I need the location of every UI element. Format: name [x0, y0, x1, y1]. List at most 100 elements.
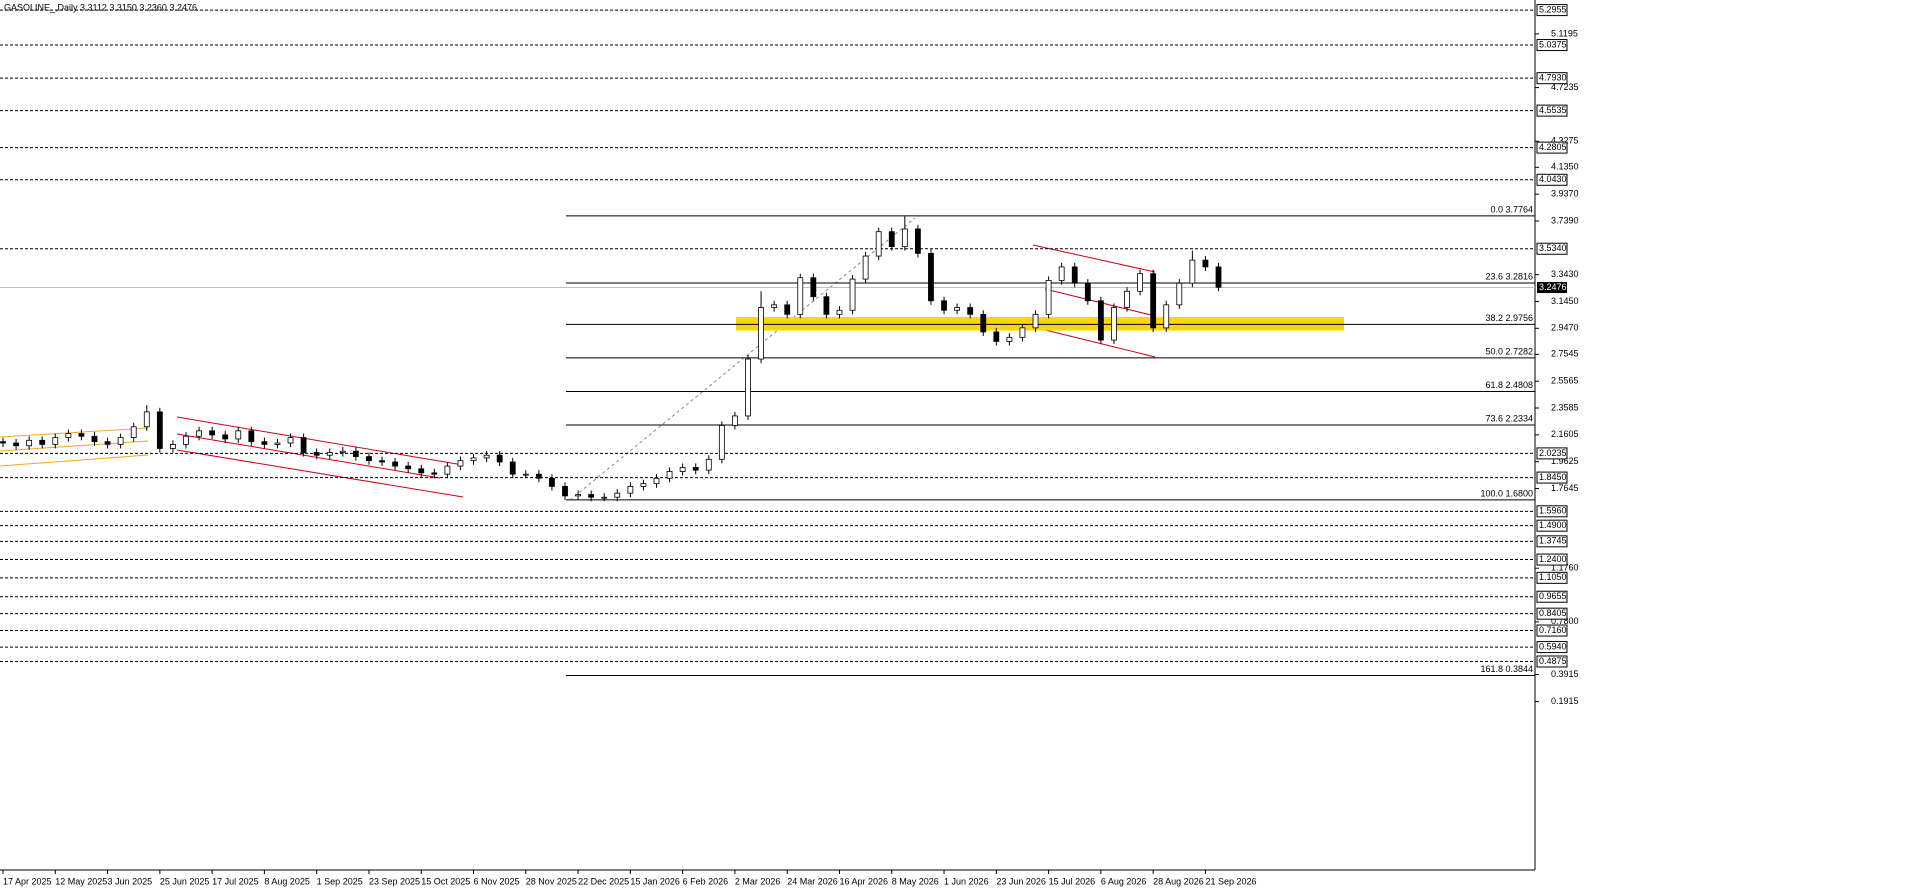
- x-tick-label: 16 Apr 2026: [839, 876, 888, 886]
- candle-body: [483, 454, 490, 459]
- candle-body: [1137, 273, 1143, 292]
- candle-body: [1111, 307, 1117, 341]
- level-label: 1.3745: [1539, 536, 1567, 546]
- candle-body: [222, 434, 229, 440]
- candle-body: [444, 465, 451, 475]
- candle-body: [588, 494, 595, 498]
- candle-body: [326, 452, 333, 456]
- y-tick-label: 4.1350: [1551, 162, 1579, 172]
- candle-body: [1019, 327, 1026, 338]
- x-tick-label: 15 Jul 2026: [1049, 876, 1096, 886]
- candle-body: [274, 442, 281, 445]
- level-box: [1536, 505, 1568, 518]
- chart-title: GASOLINE_,Daily 3.3112 3.3150 3.2360 3.2…: [4, 2, 197, 12]
- candle-body: [235, 430, 242, 440]
- candle-body: [170, 443, 176, 449]
- x-tick-label: 8 May 2026: [892, 876, 939, 886]
- candle-body: [732, 415, 738, 426]
- candle-body: [13, 442, 19, 447]
- candle-body: [1215, 266, 1222, 288]
- y-tick-label: 2.5565: [1551, 376, 1579, 386]
- channel-line: [0, 427, 149, 438]
- candle-body: [535, 473, 542, 479]
- candle-body: [980, 313, 987, 333]
- candle-body: [1071, 266, 1078, 284]
- level-label: 4.5535: [1539, 105, 1567, 115]
- candle-body: [875, 231, 882, 257]
- x-tick-label: 6 Feb 2026: [683, 876, 729, 886]
- candle-body: [156, 411, 163, 449]
- candle-body: [653, 477, 660, 485]
- candle-body: [1124, 290, 1130, 308]
- candle-body: [549, 477, 555, 487]
- y-tick-label: 0.1915: [1551, 696, 1579, 706]
- candle-body: [928, 252, 934, 302]
- candle-body: [366, 456, 372, 462]
- level-label: 0.5940: [1539, 641, 1567, 651]
- candle-body: [836, 309, 843, 315]
- level-label: 4.0430: [1539, 174, 1567, 184]
- candle-body: [862, 255, 869, 280]
- y-tick-label: 3.7390: [1551, 215, 1579, 225]
- candle-body: [209, 430, 216, 436]
- candle-body: [431, 472, 438, 475]
- candle-body: [1202, 259, 1209, 268]
- support-zone: [736, 317, 1344, 331]
- level-box: [1536, 471, 1568, 484]
- level-box: [1536, 39, 1568, 52]
- candle-body: [104, 441, 111, 445]
- level-box: [1536, 242, 1568, 255]
- x-tick-label: 17 Jul 2025: [212, 876, 259, 886]
- level-label: 5.0375: [1539, 39, 1567, 49]
- channel-line: [0, 454, 149, 467]
- candle-body: [1058, 266, 1065, 281]
- level-label: 2.0235: [1539, 448, 1567, 458]
- candle-body: [679, 467, 686, 472]
- candle-body: [901, 228, 908, 247]
- x-tick-label: 15 Oct 2025: [421, 876, 470, 886]
- level-box: [1536, 447, 1568, 460]
- fib-label: 0.0 3.7764: [1490, 204, 1533, 214]
- x-tick-label: 24 Mar 2026: [787, 876, 838, 886]
- x-tick-label: 28 Nov 2025: [526, 876, 577, 886]
- level-label: 1.1050: [1539, 572, 1567, 582]
- channel-line: [1032, 244, 1156, 273]
- x-tick-label: 6 Aug 2026: [1101, 876, 1147, 886]
- level-label: 0.4875: [1539, 656, 1567, 666]
- candle-body: [941, 300, 947, 311]
- candle-body: [692, 467, 699, 471]
- y-tick-label: 2.7545: [1551, 349, 1579, 359]
- candle-body: [562, 485, 568, 497]
- fib-label: 23.6 3.2816: [1485, 271, 1533, 281]
- fib-label: 50.0 2.7282: [1485, 346, 1533, 356]
- x-tick-label: 12 May 2025: [55, 876, 107, 886]
- level-label: 1.4900: [1539, 520, 1567, 530]
- candle-body: [39, 439, 46, 445]
- fib-label: 38.2 2.9756: [1485, 313, 1533, 323]
- candle-body: [575, 494, 581, 497]
- level-label: 0.9655: [1539, 591, 1567, 601]
- fib-label: 100.0 1.6800: [1480, 488, 1533, 498]
- x-tick-label: 25 Jun 2025: [160, 876, 210, 886]
- level-box: [1536, 641, 1568, 654]
- candle-body: [496, 454, 503, 463]
- candle-body: [261, 441, 268, 445]
- level-label: 1.8450: [1539, 472, 1567, 482]
- x-tick-label: 1 Sep 2025: [317, 876, 363, 886]
- candle-body: [627, 485, 634, 494]
- candle-body: [313, 452, 320, 456]
- candle-body: [130, 426, 137, 439]
- fib-label: 73.6 2.2334: [1485, 413, 1533, 423]
- level-box: [1536, 4, 1568, 17]
- level-label: 4.7930: [1539, 73, 1567, 83]
- candle-body: [522, 473, 529, 476]
- candle-body: [810, 277, 817, 298]
- candle-body: [196, 430, 202, 437]
- y-tick-label: 3.3430: [1551, 269, 1579, 279]
- level-box: [1536, 590, 1568, 603]
- candle-body: [771, 304, 778, 308]
- candle-body: [65, 433, 72, 439]
- candle-body: [797, 277, 804, 315]
- candle-body: [379, 460, 385, 463]
